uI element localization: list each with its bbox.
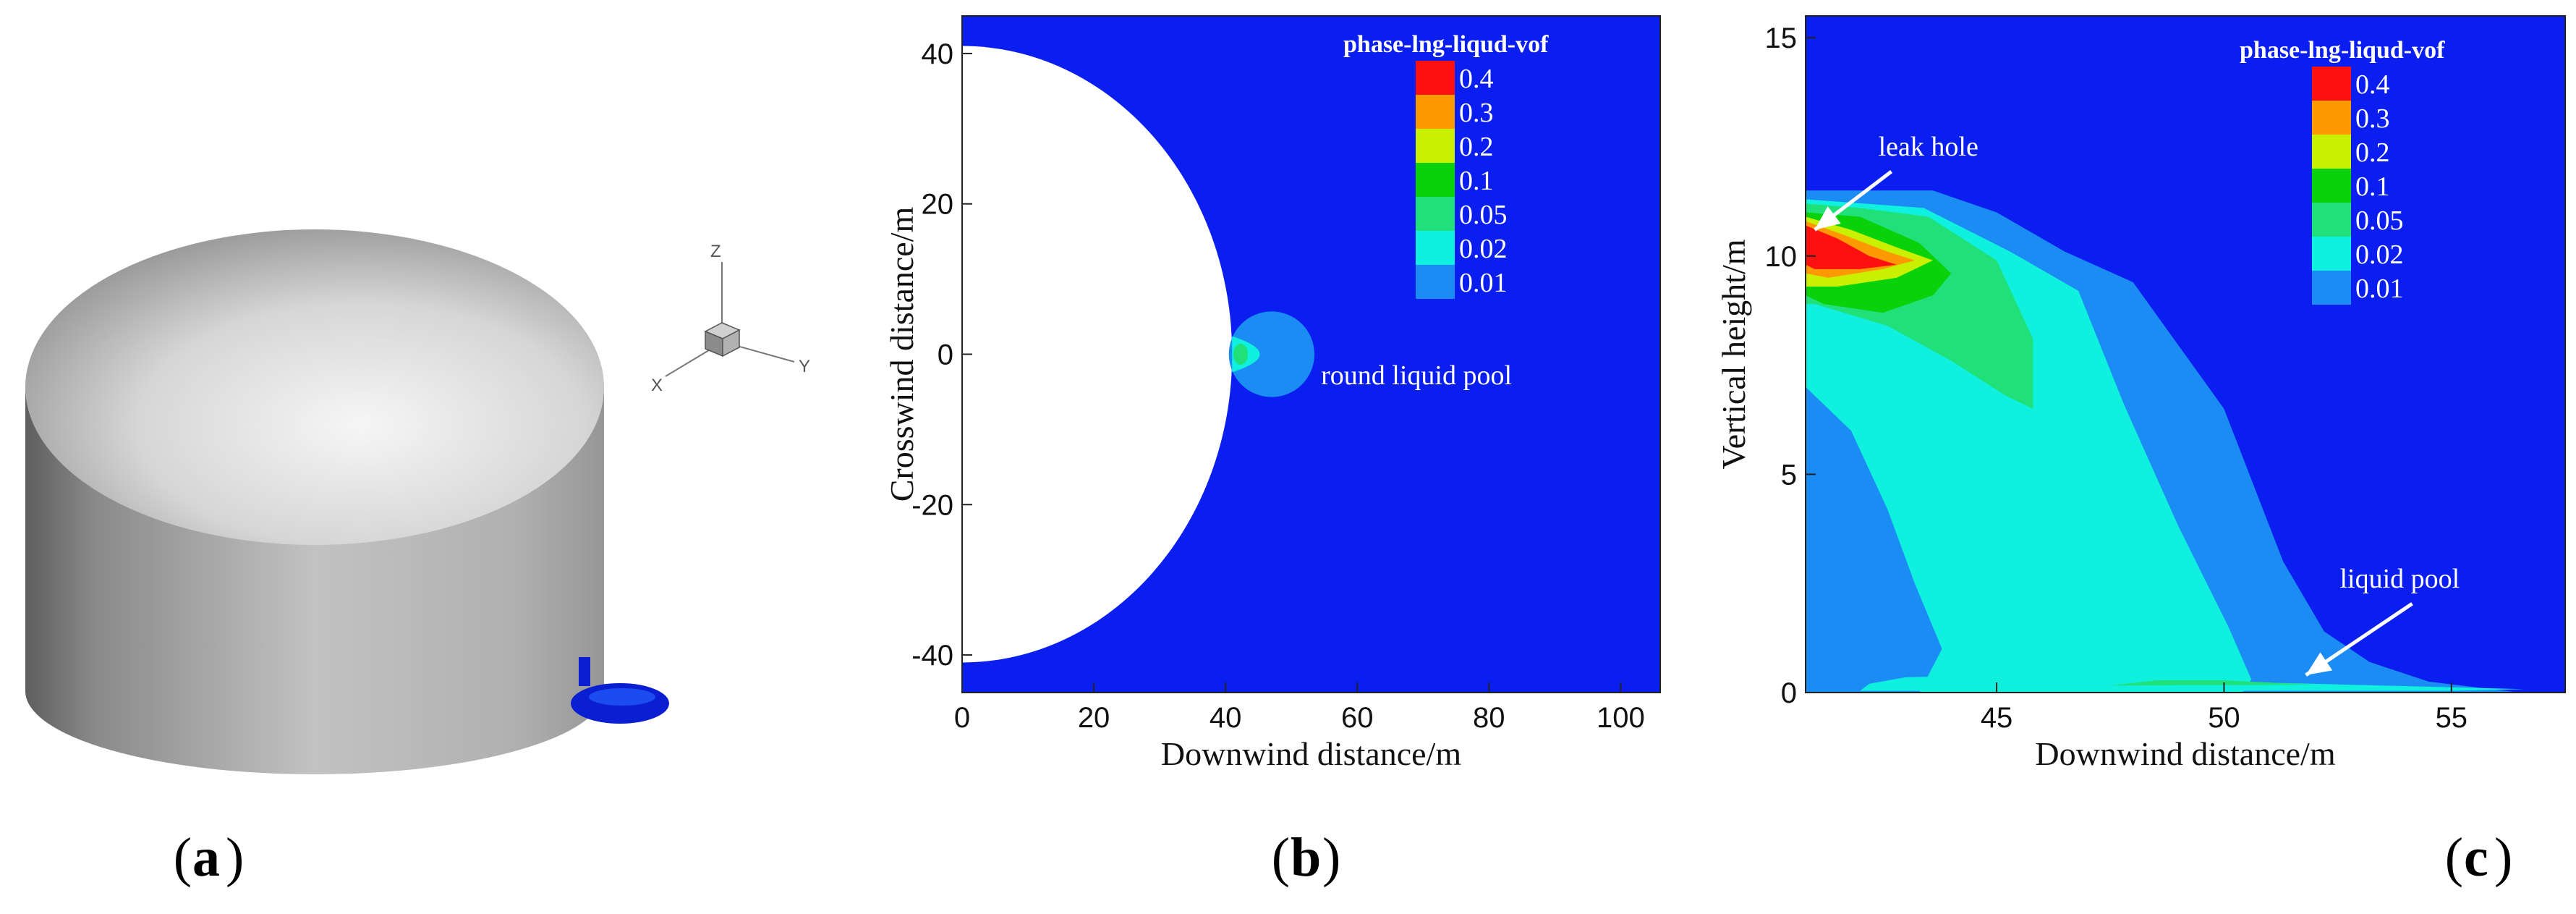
- annotation-leak-hole: leak hole: [1879, 132, 1978, 162]
- legend-swatch-0-4: [1416, 61, 1455, 95]
- triad-z-label: Z: [710, 242, 721, 261]
- y-tick-label-40: 40: [922, 38, 954, 70]
- triad-y-label: Y: [799, 357, 810, 376]
- svg-text:(: (: [174, 827, 192, 888]
- x-tick-label-55: 55: [2436, 702, 2468, 734]
- legend-label-0-1: 0.1: [2355, 172, 2390, 202]
- svg-text:): ): [2494, 827, 2512, 888]
- y-tick-label-15: 15: [1765, 22, 1798, 54]
- x-tick-label-0: 0: [954, 702, 970, 734]
- panel-a-label: ( a ): [174, 827, 245, 888]
- chart-b-ylabel: Crosswind distance/m: [883, 206, 920, 502]
- y-tick-label-5: 5: [1781, 459, 1797, 491]
- x-tick-label-20: 20: [1078, 702, 1110, 734]
- legend-swatch-0-02: [1416, 231, 1455, 265]
- pool-band-0-05-c: [2110, 680, 2316, 686]
- leak-hole-arrowhead: [1814, 206, 1841, 230]
- legend-title: phase-lng-liqud-vof: [2240, 37, 2445, 64]
- legend-label-0-3: 0.3: [2355, 103, 2390, 134]
- legend-swatch-0-05: [2312, 203, 2351, 237]
- legend-label-0-02: 0.02: [1459, 234, 1508, 264]
- legend-swatch-0-2: [2312, 135, 2351, 169]
- chart-c-legend: phase-lng-liqud-vof 0.40.30.2 0.1 0.05 0.02 0…: [2240, 37, 2445, 305]
- legend-label-0-05: 0.05: [1459, 200, 1508, 230]
- y-tick-label-0: 0: [1781, 677, 1797, 709]
- triad-x-line: [665, 345, 717, 377]
- triad-x-label: X: [651, 376, 663, 395]
- leak-pool-highlight: [589, 688, 655, 706]
- legend-swatch-0-05: [1416, 197, 1455, 231]
- plume-band-0-4: [1806, 225, 1897, 269]
- panel-b: 0 20 40 60 80 100 -40 -20 0 20 40 phase-lng-liqud-…: [883, 15, 1661, 888]
- chart-b-axes: 0 20 40 60 80 100 -40 -20 0 20 40: [911, 38, 1645, 734]
- legend-label-0-02: 0.02: [2355, 240, 2404, 270]
- tank-3d: [25, 229, 604, 774]
- tank-roof: [25, 229, 604, 545]
- legend-label-0-4: 0.4: [1459, 64, 1494, 94]
- panel-b-label: ( b ): [1272, 827, 1341, 888]
- axis-triad: Z X Y: [651, 242, 810, 395]
- panel-c-label: ( c ): [2445, 827, 2513, 888]
- panel-a: Z X Y ( a ): [25, 229, 810, 888]
- x-tick-label-80: 80: [1473, 702, 1505, 734]
- legend-label-0-05: 0.05: [2355, 206, 2404, 236]
- tank-footprint: [962, 46, 1233, 663]
- chart-c-axes: 45 50 55 0 5 10 15: [1765, 22, 2468, 734]
- legend-swatch-0-01: [2312, 271, 2351, 305]
- legend-label-0-4: 0.4: [2355, 69, 2390, 100]
- chart-b-plot: [962, 16, 1660, 693]
- y-tick-label--40: -40: [911, 640, 953, 672]
- legend-swatch-0-01: [1416, 265, 1455, 299]
- leak-pool-3d: [571, 657, 669, 724]
- chart-c-plot: [1806, 16, 2565, 693]
- legend-label-0-3: 0.3: [1459, 98, 1494, 128]
- legend-swatch-0-3: [1416, 95, 1455, 129]
- pool-band-0-05: [1233, 343, 1249, 365]
- legend-swatch-0-02: [2312, 237, 2351, 271]
- panel-c-letter: c: [2464, 827, 2488, 888]
- annotation-liquid-pool: liquid pool: [2340, 564, 2460, 594]
- x-tick-label-40: 40: [1210, 702, 1242, 734]
- legend-swatch-0-3: [2312, 101, 2351, 135]
- chart-b-legend: phase-lng-liqud-vof 0.4 0.3 0.2 0.1 0.05 0.02 0…: [1343, 31, 1549, 299]
- legend-label-0-2: 0.2: [2355, 137, 2390, 168]
- legend-label-0-01: 0.01: [2355, 274, 2404, 304]
- pool-band-0-01: [1228, 311, 1315, 397]
- triad-y-line: [731, 344, 795, 363]
- svg-text:): ): [1322, 827, 1340, 888]
- legend-title: phase-lng-liqud-vof: [1343, 31, 1549, 58]
- legend-swatch-0-1: [1416, 163, 1455, 197]
- panel-a-letter: a: [192, 827, 220, 888]
- svg-text:(: (: [2445, 827, 2463, 888]
- legend-label-0-2: 0.2: [1459, 132, 1494, 162]
- x-tick-label-60: 60: [1341, 702, 1374, 734]
- x-tick-label-100: 100: [1597, 702, 1645, 734]
- leak-jet: [579, 657, 590, 686]
- y-tick-label-0: 0: [938, 339, 953, 371]
- legend-swatch-0-1: [2312, 169, 2351, 203]
- chart-c-frame: [1805, 15, 2566, 693]
- x-tick-label-50: 50: [2208, 702, 2240, 734]
- x-tick-label-45: 45: [1981, 702, 2013, 734]
- legend-label-0-01: 0.01: [1459, 268, 1508, 298]
- annotation-round-liquid-pool: round liquid pool: [1321, 360, 1512, 391]
- legend-swatch-0-2: [1416, 129, 1455, 163]
- panel-b-letter: b: [1291, 827, 1321, 888]
- y-tick-label-10: 10: [1765, 241, 1798, 273]
- y-tick-label--20: -20: [911, 489, 953, 521]
- triad-cube: [704, 322, 741, 357]
- chart-b-xlabel: Downwind distance/m: [1161, 735, 1461, 772]
- legend-label-0-1: 0.1: [1459, 166, 1494, 196]
- svg-text:(: (: [1272, 827, 1290, 888]
- liquid-pool-arrowhead: [2305, 652, 2333, 675]
- chart-c-ylabel: Vertical height/m: [1715, 239, 1752, 469]
- y-tick-label-20: 20: [922, 189, 954, 221]
- svg-text:): ): [226, 827, 244, 888]
- chart-c-xlabel: Downwind distance/m: [2035, 735, 2335, 772]
- legend-swatch-0-4: [2312, 67, 2351, 101]
